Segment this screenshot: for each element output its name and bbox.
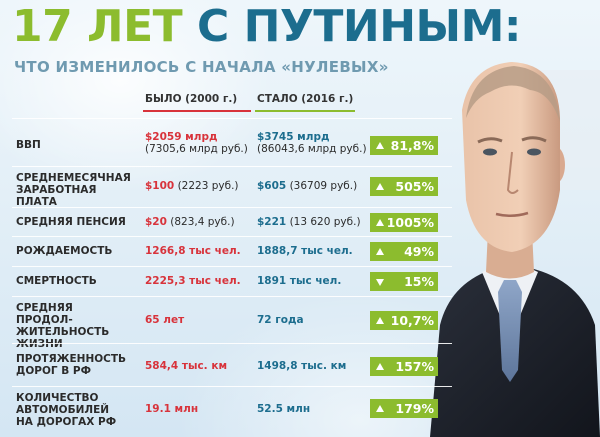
row-after-sub: (36709 руб.) <box>289 180 358 192</box>
change-value: 505% <box>395 179 434 194</box>
row-after-main: $3745 млрд <box>257 131 330 143</box>
row-before-mortality: 2225,3 тыс чел. <box>145 275 241 287</box>
row-label-gdp: ВВП <box>16 139 41 151</box>
row-divider <box>12 236 452 237</box>
row-label-roads: ПРОТЯЖЕННОСТЬ ДОРОГ В РФ <box>16 353 127 377</box>
row-before-main: $2059 млрд <box>145 131 218 143</box>
change-value: 15% <box>404 274 434 289</box>
change-badge-cars: 179% <box>370 399 438 418</box>
row-after-cars: 52.5 млн <box>257 403 311 415</box>
row-after-main: $605 <box>257 180 287 192</box>
column-header-after: СТАЛО (2016 г.) <box>255 93 355 112</box>
row-before-birth-rate: 1266,8 тыс чел. <box>145 245 241 257</box>
row-divider <box>12 207 452 208</box>
arrow-up-icon <box>376 363 384 370</box>
row-before-pension: $20 (823,4 руб.) <box>145 216 235 228</box>
title-part1: 17 ЛЕТ <box>12 1 183 52</box>
arrow-up-icon <box>376 248 384 255</box>
row-after-sub: (86043,6 млрд руб.) <box>257 143 367 155</box>
row-label-mortality: СМЕРТНОСТЬ <box>16 275 97 287</box>
portrait-illustration <box>430 62 600 437</box>
row-before-sub: (2223 руб.) <box>177 180 239 192</box>
change-value: 49% <box>404 244 434 259</box>
column-header-before-underline <box>143 110 251 112</box>
change-value: 81,8% <box>390 138 434 153</box>
arrow-up-icon <box>376 183 384 190</box>
change-value: 157% <box>395 359 434 374</box>
arrow-up-icon <box>376 142 384 149</box>
row-divider <box>12 166 452 167</box>
arrow-up-icon <box>376 317 384 324</box>
row-before-sub: (823,4 руб.) <box>170 216 235 228</box>
row-after-pension: $221 (13 620 руб.) <box>257 216 361 228</box>
row-after-salary: $605 (36709 руб.) <box>257 180 357 192</box>
change-badge-mortality: 15% <box>370 272 438 291</box>
title-part2: С ПУТИНЫМ: <box>197 1 522 52</box>
change-badge-gdp: 81,8% <box>370 136 438 155</box>
row-after-mortality: 1891 тыс чел. <box>257 275 342 287</box>
change-badge-roads: 157% <box>370 357 438 376</box>
column-header-before: БЫЛО (2000 г.) <box>143 93 251 112</box>
row-before-salary: $100 (2223 руб.) <box>145 180 239 192</box>
row-after-main: $221 <box>257 216 287 228</box>
change-value: 179% <box>395 401 434 416</box>
row-after-birth-rate: 1888,7 тыс чел. <box>257 245 353 257</box>
row-before-life-expectancy: 65 лет <box>145 314 185 326</box>
row-label-birth-rate: РОЖДАЕМОСТЬ <box>16 245 113 257</box>
row-before-cars: 19.1 млн <box>145 403 199 415</box>
row-label-cars: КОЛИЧЕСТВО АВТОМОБИЛЕЙ НА ДОРОГАХ РФ <box>16 392 117 428</box>
row-before-gdp: $2059 млрд (7305,6 млрд руб.) <box>145 131 248 155</box>
page-title: 17 ЛЕТ С ПУТИНЫМ: <box>12 1 522 52</box>
change-value: 1005% <box>386 215 434 230</box>
column-header-after-underline <box>255 110 355 112</box>
row-divider <box>12 386 452 387</box>
row-after-life-expectancy: 72 года <box>257 314 304 326</box>
arrow-down-icon <box>376 279 384 286</box>
row-before-main: $20 <box>145 216 167 228</box>
row-label-pension: СРЕДНЯЯ ПЕНСИЯ <box>16 216 126 228</box>
change-badge-life-expectancy: 10,7% <box>370 311 438 330</box>
change-badge-salary: 505% <box>370 177 438 196</box>
row-divider <box>12 118 452 119</box>
row-after-gdp: $3745 млрд (86043,6 млрд руб.) <box>257 131 367 155</box>
row-label-life-expectancy: СРЕДНЯЯ ПРОДОЛ-ЖИТЕЛЬНОСТЬ ЖИЗНИ <box>16 302 110 350</box>
row-label-salary: СРЕДНЕМЕСЯЧНАЯ ЗАРАБОТНАЯ ПЛАТА <box>16 172 131 208</box>
arrow-up-icon <box>376 405 384 412</box>
row-divider <box>12 296 452 297</box>
column-header-after-label: СТАЛО (2016 г.) <box>257 93 354 105</box>
row-before-sub: (7305,6 млрд руб.) <box>145 143 248 155</box>
change-value: 10,7% <box>390 313 434 328</box>
row-after-roads: 1498,8 тыс. км <box>257 360 347 372</box>
row-before-roads: 584,4 тыс. км <box>145 360 228 372</box>
row-divider <box>12 343 452 344</box>
row-after-sub: (13 620 руб.) <box>289 216 361 228</box>
arrow-up-icon <box>376 219 384 226</box>
row-before-main: $100 <box>145 180 175 192</box>
page-subtitle: ЧТО ИЗМЕНИЛОСЬ С НАЧАЛА «НУЛЕВЫХ» <box>14 58 389 76</box>
change-badge-birth-rate: 49% <box>370 242 438 261</box>
change-badge-pension: 1005% <box>370 213 438 232</box>
row-divider <box>12 266 452 267</box>
column-header-before-label: БЫЛО (2000 г.) <box>145 93 238 105</box>
